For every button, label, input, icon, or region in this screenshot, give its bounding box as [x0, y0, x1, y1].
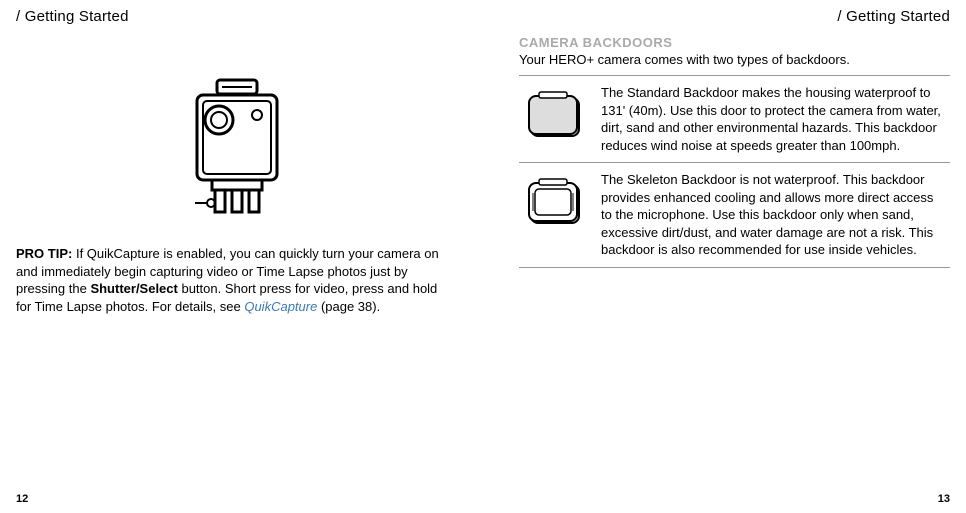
subtitle: Your HERO+ camera comes with two types o… [519, 52, 950, 67]
header-left: / Getting Started [16, 8, 447, 25]
page-right: / Getting Started CAMERA BACKDOORS Your … [483, 0, 966, 513]
section-title: CAMERA BACKDOORS [519, 35, 950, 50]
backdoor-table: The Standard Backdoor makes the housing … [519, 75, 950, 268]
table-row: The Standard Backdoor makes the housing … [519, 76, 950, 163]
quikcapture-link: QuikCapture [244, 299, 317, 314]
header-right: / Getting Started [519, 8, 950, 25]
skeleton-backdoor-icon [519, 163, 595, 268]
standard-backdoor-text: The Standard Backdoor makes the housing … [595, 76, 950, 163]
tip-bold: Shutter/Select [90, 281, 177, 296]
page-number-right: 13 [938, 493, 950, 505]
standard-backdoor-icon [519, 76, 595, 163]
pro-tip-paragraph: PRO TIP: If QuikCapture is enabled, you … [16, 245, 447, 315]
skeleton-backdoor-text: The Skeleton Backdoor is not waterproof.… [595, 163, 950, 268]
page-number-left: 12 [16, 493, 28, 505]
pro-tip-label: PRO TIP: [16, 246, 72, 261]
camera-illustration [16, 45, 447, 225]
table-row: The Skeleton Backdoor is not waterproof.… [519, 163, 950, 268]
tip-text-3: (page 38). [317, 299, 380, 314]
page-left: / Getting Started PRO TIP: If QuikCa [0, 0, 483, 513]
